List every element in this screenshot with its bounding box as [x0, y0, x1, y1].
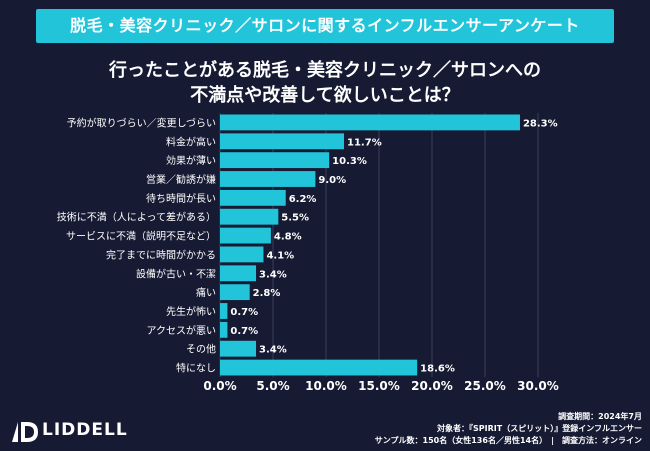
bar: [220, 321, 228, 338]
category-label: 設備が古い・不潔: [136, 267, 216, 280]
category-label: 営業／勧誘が嫌: [146, 173, 216, 186]
survey-period: 調査期間：2024年7月: [558, 412, 642, 421]
value-label: 3.4%: [259, 345, 287, 356]
category-label: 料金が高い: [166, 135, 216, 148]
survey-target: 対象者：『SPIRIT（スピリット）』登録インフルエンサー: [437, 424, 642, 433]
x-tick-label: 5.0%: [256, 379, 289, 393]
bar: [220, 171, 316, 187]
bar: [220, 152, 330, 169]
value-label: 6.2%: [289, 194, 317, 205]
value-label: 28.3%: [523, 118, 558, 129]
category-label: 予約が取りづらい／変更しづらい: [67, 116, 216, 129]
value-label: 10.3%: [332, 156, 367, 167]
value-label: 9.0%: [318, 175, 346, 186]
x-tick-label: 0.0%: [203, 379, 236, 393]
value-label: 5.5%: [281, 213, 309, 224]
value-label: 11.7%: [347, 137, 382, 148]
survey-sample: サンプル数：150名（女性136名／男性14名） | 調査方法：オンライン: [374, 436, 642, 445]
bar: [220, 284, 250, 301]
category-label: サービスに不満（説明不足など）: [66, 230, 216, 243]
category-label: 先生が怖い: [166, 305, 216, 318]
category-label: 特になし: [176, 363, 216, 375]
category-label: 完了までに時間がかかる: [106, 248, 216, 261]
category-label: 痛い: [196, 286, 216, 299]
bar: [220, 340, 257, 357]
category-label: アクセスが悪い: [147, 324, 217, 337]
value-labels: 28.3% 11.7% 10.3% 9.0%6.2% 5.5% 4.8% 4.1% 3.4% 2…: [230, 118, 557, 374]
value-label: 0.7%: [230, 307, 258, 318]
liddell-logo-icon: [12, 422, 38, 442]
category-label: 技術に不満（人によって差がある）: [57, 211, 216, 224]
value-label: 3.4%: [259, 269, 287, 280]
x-tick-label: 30.0%: [517, 379, 559, 393]
survey-banner: 脱毛・美容クリニック／サロンに関するインフルエンサーアンケート: [36, 9, 614, 43]
bar: [220, 208, 279, 225]
value-label: 4.1%: [266, 250, 294, 261]
bar: [220, 303, 228, 319]
question-title-line-2: 不満点や改善して欲しいことは？: [190, 85, 460, 106]
x-tick-label: 25.0%: [464, 379, 506, 393]
bar: [220, 265, 257, 282]
bar: [220, 246, 264, 263]
bar: [220, 189, 286, 206]
bar: [220, 227, 271, 244]
value-label: 2.8%: [253, 288, 281, 299]
x-axis-ticks: 0.0% 5.0% 10.0% 15.0% 20.0% 25.0% 30.0%: [203, 379, 558, 393]
category-label: 待ち時間が長い: [146, 192, 216, 205]
bar: [220, 114, 520, 131]
x-tick-label: 15.0%: [358, 379, 400, 393]
value-label: 18.6%: [420, 364, 455, 375]
value-label: 4.8%: [274, 232, 302, 243]
value-label: 0.7%: [230, 326, 258, 337]
question-title-line-1: 行ったことがある脱毛・美容クリニック／サロンへの: [109, 60, 541, 81]
bar: [220, 359, 418, 376]
x-tick-label: 20.0%: [411, 379, 453, 393]
category-label: 効果が薄い: [166, 154, 216, 167]
banner-title: 脱毛・美容クリニック／サロンに関するインフルエンサーアンケート: [70, 16, 580, 35]
bar: [220, 133, 345, 150]
category-labels: 予約が取りづらい／変更しづらい料金が高い効果が薄い営業／勧誘が嫌待ち時間が長い技…: [57, 116, 216, 374]
bars: [220, 114, 520, 376]
brand-name: LIDDELL: [42, 420, 128, 440]
x-tick-label: 10.0%: [305, 379, 347, 393]
category-label: その他: [186, 343, 216, 356]
